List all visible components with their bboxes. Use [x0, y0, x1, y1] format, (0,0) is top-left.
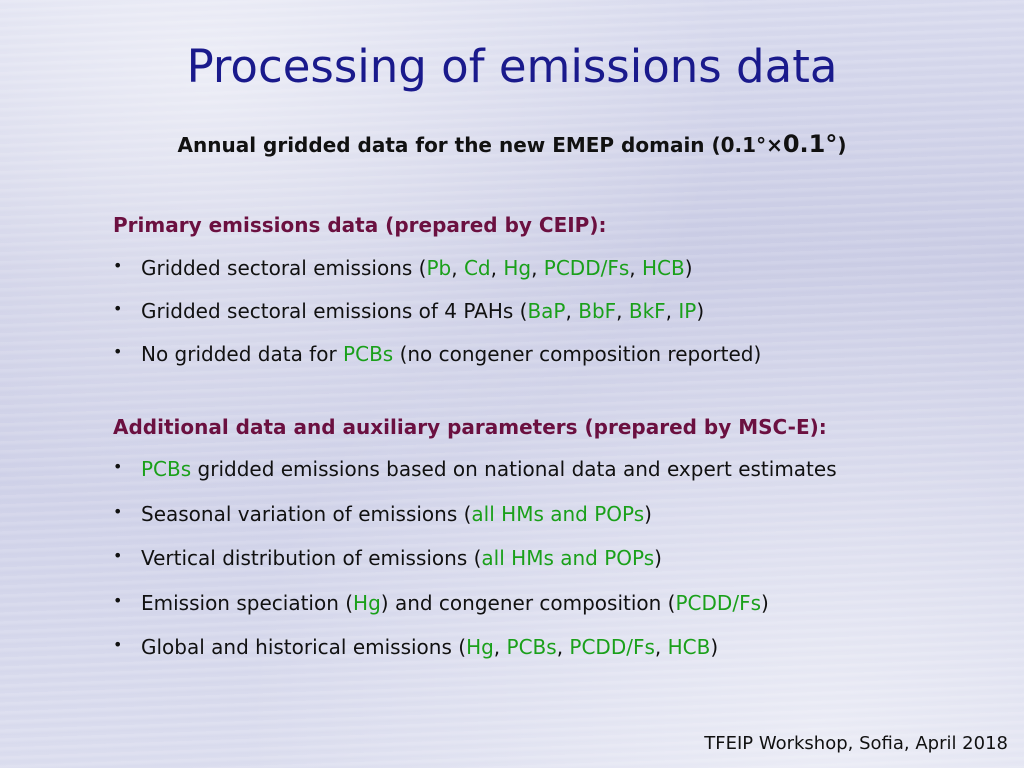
- highlight-term: HCB: [642, 256, 685, 280]
- highlight-term: BkF: [628, 299, 666, 323]
- highlight-term: PCBs: [343, 342, 394, 366]
- subtitle-text: Annual gridded data for the new EMEP dom…: [177, 133, 783, 157]
- bullet-text: ): [710, 635, 719, 659]
- bullet-text: ,: [451, 256, 464, 280]
- bullet-text: Seasonal variation of emissions (: [141, 501, 472, 526]
- bullet-dot-icon: •: [113, 590, 123, 610]
- bullet-item: • No gridded data for PCBs (no congener c…: [113, 342, 761, 366]
- footer-text: TFEIP Workshop, Sofia, April 2018: [704, 733, 1008, 754]
- highlight-term: PCBs: [141, 457, 192, 481]
- subtitle-resolution: 0.1°: [782, 130, 838, 158]
- bullet-dot-icon: •: [113, 635, 123, 654]
- bullet-text: Global and historical emissions (: [141, 635, 467, 659]
- bullet-dot-icon: •: [113, 342, 123, 361]
- bullet-item: • Seasonal variation of emissions (all HM…: [113, 502, 652, 526]
- highlight-term: Hg: [353, 590, 381, 615]
- primary-heading: Primary emissions data (prepared by CEIP…: [113, 213, 607, 237]
- bullet-item: • Gridded sectoral emissions of 4 PAHs (B…: [113, 299, 704, 323]
- bullet-text: No gridded data for: [141, 342, 344, 366]
- highlight-term: HCB: [667, 635, 711, 659]
- bullet-text: ,: [654, 635, 668, 659]
- bullet-text: ,: [629, 256, 642, 280]
- bullet-dot-icon: •: [113, 256, 123, 275]
- highlight-term: PCBs: [506, 635, 557, 659]
- highlight-term: BaP: [527, 299, 566, 323]
- bullet-item: • Global and historical emissions (Hg, PC…: [113, 635, 718, 659]
- bullet-text: ,: [616, 299, 629, 323]
- bullet-text: (no congener composition reported): [393, 342, 762, 366]
- bullet-item: • Emission speciation (Hg) and congener c…: [113, 591, 769, 615]
- bullet-text: Vertical distribution of emissions (: [141, 546, 482, 570]
- additional-heading: Additional data and auxiliary parameters…: [113, 415, 827, 439]
- bullet-text: Emission speciation (: [141, 590, 354, 615]
- bullet-text: gridded emissions based on national data…: [191, 457, 837, 481]
- bullet-text: ): [696, 299, 705, 323]
- highlight-term: all HMs and POPs: [471, 501, 645, 526]
- highlight-term: Pb: [426, 256, 452, 280]
- bullet-item: • Vertical distribution of emissions (all…: [113, 546, 662, 570]
- bullet-dot-icon: •: [113, 457, 123, 476]
- bullet-text: ): [684, 256, 693, 280]
- bullet-item: • PCBs gridded emissions based on nationa…: [113, 457, 837, 481]
- bullet-text: ) and congener composition (: [380, 590, 676, 615]
- highlight-term: IP: [678, 299, 697, 323]
- highlight-term: Hg: [503, 256, 532, 280]
- bullet-text: ,: [565, 299, 579, 323]
- highlight-term: PCDD/Fs: [543, 256, 630, 280]
- highlight-term: all HMs and POPs: [481, 546, 655, 570]
- slide-subtitle: Annual gridded data for the new EMEP dom…: [0, 130, 1024, 158]
- bullet-dot-icon: •: [113, 299, 123, 318]
- highlight-term: PCDD/Fs: [675, 590, 762, 615]
- highlight-term: Cd: [463, 256, 491, 280]
- highlight-term: Hg: [466, 635, 494, 659]
- bullet-text: ,: [556, 635, 570, 659]
- bullet-text: ,: [493, 635, 507, 659]
- slide-title: Processing of emissions data: [186, 40, 838, 93]
- subtitle-close: ): [837, 133, 847, 157]
- bullet-dot-icon: •: [113, 501, 123, 521]
- bullet-text: ): [654, 546, 662, 570]
- highlight-term: PCDD/Fs: [569, 635, 655, 659]
- bullet-text: ): [761, 590, 769, 615]
- bullet-item: • Gridded sectoral emissions (Pb, Cd, Hg,…: [113, 256, 693, 280]
- bullet-text: ,: [531, 256, 544, 280]
- bullet-text: Gridded sectoral emissions (: [141, 256, 427, 280]
- bullet-text: ,: [490, 256, 504, 280]
- bullet-dot-icon: •: [113, 546, 123, 565]
- bullet-text: ,: [665, 299, 679, 323]
- bullet-text: ): [644, 501, 652, 526]
- bullet-text: Gridded sectoral emissions of 4 PAHs (: [141, 299, 528, 323]
- highlight-term: BbF: [578, 299, 617, 323]
